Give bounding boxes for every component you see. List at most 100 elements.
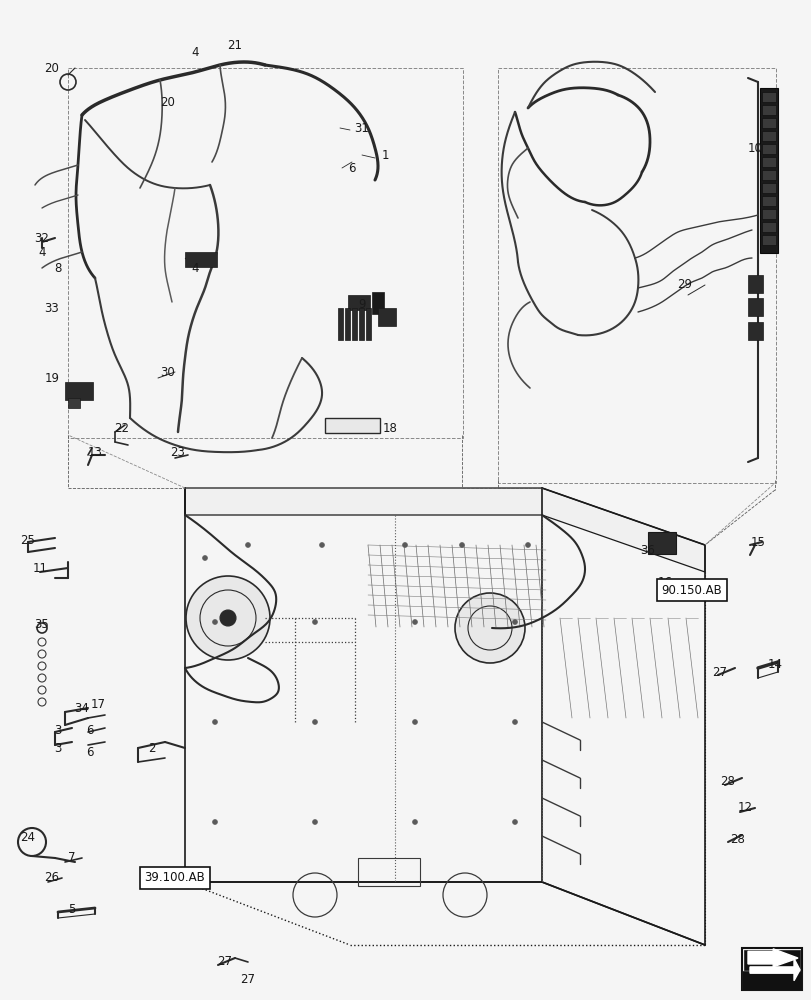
Text: 15: 15 <box>749 536 765 548</box>
Text: 28: 28 <box>719 775 735 788</box>
Text: 32: 32 <box>35 232 49 244</box>
Bar <box>378 308 396 326</box>
Text: 18: 18 <box>382 422 397 434</box>
Bar <box>497 68 775 483</box>
Circle shape <box>312 819 317 824</box>
Bar <box>741 971 801 990</box>
Polygon shape <box>747 949 797 967</box>
Bar <box>761 157 775 167</box>
Bar <box>185 252 217 267</box>
Bar <box>366 308 371 340</box>
Bar <box>358 308 363 340</box>
Text: 90.150.AB: 90.150.AB <box>661 584 722 596</box>
Bar <box>351 308 357 340</box>
Text: 26: 26 <box>45 871 59 884</box>
Circle shape <box>412 819 417 824</box>
Bar <box>348 295 370 310</box>
Text: 36: 36 <box>640 544 654 556</box>
Circle shape <box>212 720 217 724</box>
Bar <box>761 170 775 180</box>
Text: 30: 30 <box>161 365 175 378</box>
Bar <box>324 418 380 433</box>
Bar <box>761 131 775 141</box>
Circle shape <box>512 619 517 624</box>
Text: 34: 34 <box>75 702 89 714</box>
Bar <box>743 950 799 970</box>
Bar <box>761 183 775 193</box>
Text: 6: 6 <box>86 746 93 758</box>
Circle shape <box>186 576 270 660</box>
Circle shape <box>202 556 208 560</box>
Text: 29: 29 <box>676 278 692 292</box>
Text: 14: 14 <box>766 658 782 672</box>
Text: 6: 6 <box>348 162 355 175</box>
Text: 4: 4 <box>191 261 199 274</box>
Text: 3: 3 <box>54 742 62 754</box>
Bar <box>761 118 775 128</box>
Text: 33: 33 <box>45 302 59 314</box>
Circle shape <box>525 542 530 548</box>
Text: 12: 12 <box>736 801 752 814</box>
Bar <box>747 298 762 316</box>
Circle shape <box>512 720 517 724</box>
Text: 22: 22 <box>114 422 129 434</box>
Circle shape <box>319 542 324 548</box>
Text: 27: 27 <box>217 955 232 968</box>
Text: 4: 4 <box>38 245 45 258</box>
Text: 9: 9 <box>358 298 365 312</box>
Text: 20: 20 <box>45 62 59 75</box>
Bar <box>761 92 775 102</box>
Text: 2: 2 <box>148 742 156 754</box>
Text: 35: 35 <box>35 618 49 632</box>
Text: 28: 28 <box>730 833 744 846</box>
Bar <box>761 209 775 219</box>
Text: 27: 27 <box>240 973 255 986</box>
Circle shape <box>312 720 317 724</box>
Text: 27: 27 <box>711 666 727 678</box>
Bar <box>358 858 419 886</box>
Text: 6: 6 <box>86 724 93 736</box>
Text: 3: 3 <box>54 724 62 736</box>
Bar <box>647 532 676 554</box>
Bar <box>761 222 775 232</box>
Text: 20: 20 <box>161 96 175 109</box>
Text: 7: 7 <box>68 851 75 864</box>
Circle shape <box>212 619 217 624</box>
Circle shape <box>512 819 517 824</box>
Circle shape <box>459 542 464 548</box>
Polygon shape <box>749 958 799 981</box>
Circle shape <box>312 619 317 624</box>
Bar <box>761 144 775 154</box>
Text: 25: 25 <box>20 534 36 546</box>
Circle shape <box>412 619 417 624</box>
Circle shape <box>212 819 217 824</box>
Circle shape <box>402 542 407 548</box>
Text: 39.100.AB: 39.100.AB <box>144 871 205 884</box>
Bar <box>68 68 462 438</box>
Text: 23: 23 <box>170 446 185 458</box>
Text: 16: 16 <box>657 576 672 588</box>
Text: 5: 5 <box>68 903 75 916</box>
Circle shape <box>412 720 417 724</box>
Bar <box>747 322 762 340</box>
Bar <box>741 948 801 990</box>
Bar <box>761 196 775 206</box>
Text: 10: 10 <box>747 142 762 155</box>
Bar <box>747 275 762 293</box>
Text: 17: 17 <box>90 698 105 712</box>
Bar <box>371 292 384 314</box>
Bar <box>761 235 775 245</box>
Text: 24: 24 <box>20 831 36 844</box>
Bar <box>68 398 80 408</box>
Bar <box>761 105 775 115</box>
Bar <box>65 382 93 400</box>
Circle shape <box>220 610 236 626</box>
Text: 21: 21 <box>227 39 242 52</box>
Text: 1: 1 <box>381 149 388 162</box>
Text: 8: 8 <box>54 261 62 274</box>
Text: 11: 11 <box>32 562 47 574</box>
Bar <box>345 308 350 340</box>
Text: 4: 4 <box>191 46 199 59</box>
Text: 19: 19 <box>45 371 59 384</box>
Bar <box>759 88 777 253</box>
